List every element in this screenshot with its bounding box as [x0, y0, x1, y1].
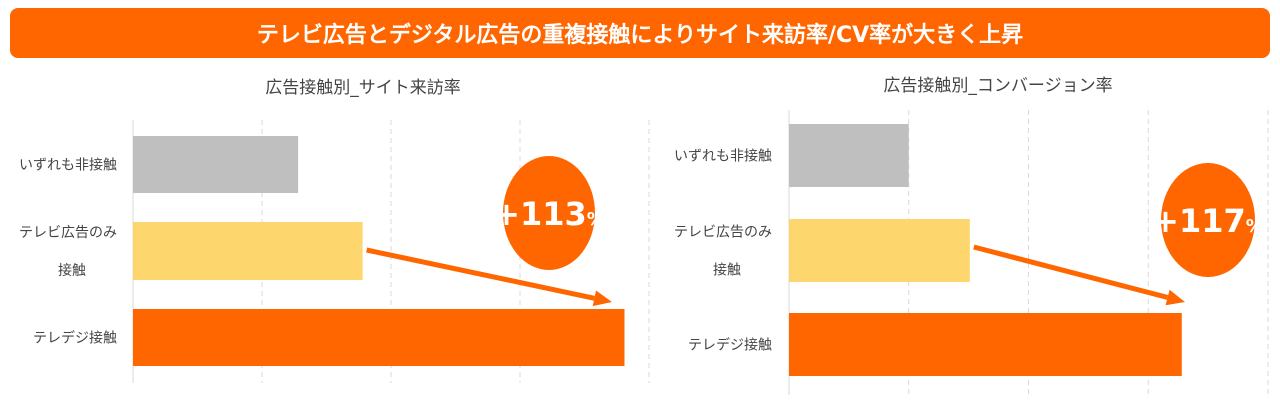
bar-1 — [133, 136, 299, 193]
bar-2 — [133, 222, 363, 280]
trend-arrow-head — [592, 290, 612, 307]
increase-suffix: % — [587, 209, 605, 230]
chart-title: 広告接触別_コンバージョン率 — [883, 76, 1112, 96]
bar-1 — [789, 124, 909, 187]
category-label: いずれも非接触 — [19, 157, 117, 174]
category-label: 接触 — [713, 262, 741, 279]
increase-badge — [1161, 163, 1255, 277]
increase-label: +113% — [493, 195, 605, 233]
category-label: いずれも非接触 — [674, 148, 772, 165]
trend-arrow-line — [366, 247, 595, 301]
headline-banner: テレビ広告とデジタル広告の重複接触によりサイト来訪率/CV率が大きく上昇 — [10, 8, 1270, 58]
increase-badge — [503, 156, 595, 270]
trend-arrow-line — [973, 244, 1169, 300]
bar-3 — [789, 313, 1182, 376]
category-label: テレビ広告のみ — [674, 225, 772, 241]
category-label: テレビ広告のみ — [19, 225, 117, 241]
category-label: テレデジ接触 — [688, 337, 772, 354]
increase-label: +117% — [1152, 202, 1264, 240]
headline-text: テレビ広告とデジタル広告の重複接触によりサイト来訪率/CV率が大きく上昇 — [256, 23, 1024, 48]
category-label: テレデジ接触 — [33, 330, 117, 347]
increase-value: +113 — [493, 195, 587, 233]
chart-title: 広告接触別_サイト来訪率 — [265, 78, 461, 98]
bar-2 — [789, 219, 970, 282]
category-label: 接触 — [58, 262, 86, 279]
increase-value: +117 — [1152, 202, 1246, 240]
increase-suffix: % — [1246, 216, 1264, 237]
bar-3 — [133, 309, 625, 366]
trend-arrow-head — [1165, 289, 1185, 306]
